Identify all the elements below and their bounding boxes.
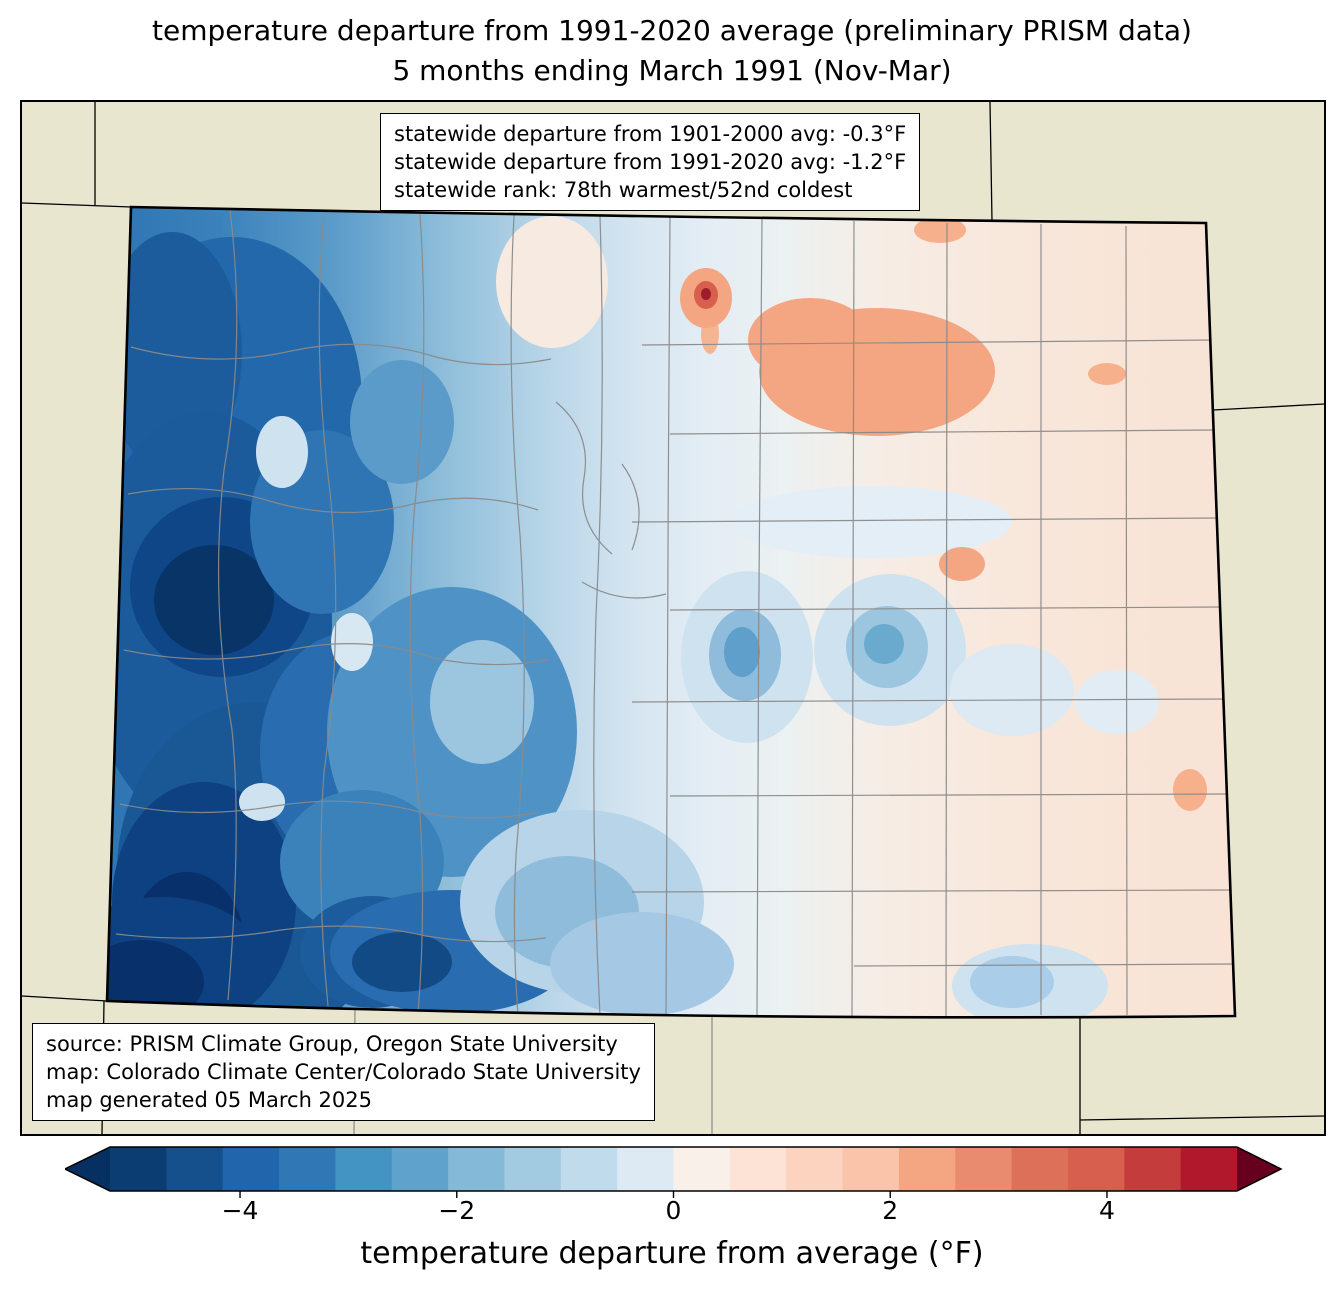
text-line: source: PRISM Climate Group, Oregon Stat… — [46, 1031, 618, 1056]
text-line: map: Colorado Climate Center/Colorado St… — [46, 1059, 641, 1084]
colorbar-tick-label: −2 — [438, 1196, 476, 1225]
colorbar-tick-labels: −4 −2 0 2 4 — [65, 1196, 1285, 1230]
colorbar-tick-label: 4 — [1099, 1196, 1115, 1225]
temperature-contours — [107, 207, 1235, 1018]
page-title: temperature departure from 1991-2020 ave… — [152, 14, 1192, 47]
statewide-stats-box: statewide departure from 1901-2000 avg: … — [380, 113, 921, 212]
text-line: map generated 05 March 2025 — [46, 1087, 373, 1112]
text-line: statewide rank: 78th warmest/52nd coldes… — [394, 178, 853, 203]
colorbar-outline — [65, 1146, 1283, 1192]
colorbar-tick-label: 2 — [882, 1196, 899, 1225]
colorbar-segments — [110, 1147, 1238, 1191]
colorbar-extend-right — [1237, 1147, 1281, 1191]
colorbar-extend-left — [65, 1147, 110, 1191]
colorbar-tick-label: 0 — [665, 1196, 682, 1225]
text-line: statewide departure from 1901-2000 avg: … — [394, 122, 907, 146]
county-borders — [115, 209, 1233, 1017]
page-subtitle: 5 months ending March 1991 (Nov-Mar) — [392, 54, 952, 87]
colorbar — [65, 1146, 1283, 1198]
colorbar-tick-label: −4 — [221, 1196, 259, 1225]
text-line: statewide departure from 1991-2020 avg: … — [394, 150, 907, 175]
colorado-state-outline — [105, 205, 1237, 1019]
colorbar-axis-label: temperature departure from average (°F) — [360, 1236, 984, 1271]
source-credit-box: source: PRISM Climate Group, Oregon Stat… — [32, 1022, 655, 1121]
colorbar-tick-marks — [239, 1191, 1108, 1198]
colorado-map-canvas — [22, 102, 1324, 1134]
map-frame: statewide departure from 1901-2000 avg: … — [20, 100, 1326, 1136]
